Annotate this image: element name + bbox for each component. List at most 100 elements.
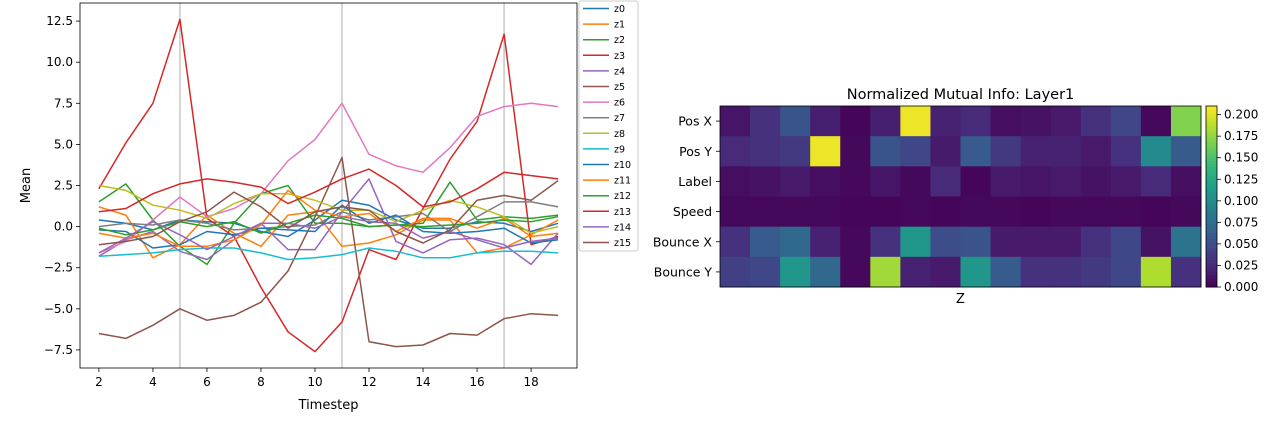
legend-label-z3: z3 bbox=[614, 51, 625, 62]
colorbar-segment bbox=[1206, 229, 1217, 234]
colorbar-segment bbox=[1206, 259, 1217, 264]
series-line-z15 bbox=[98, 179, 559, 246]
colorbar-segment bbox=[1206, 199, 1217, 204]
legend-label-z2: z2 bbox=[614, 35, 625, 46]
row-label: Label bbox=[678, 174, 712, 189]
colorbar-tick-label: 0.200 bbox=[1224, 108, 1258, 122]
y-tick-label: −7.5 bbox=[44, 343, 73, 357]
colorbar-segment bbox=[1206, 124, 1217, 128]
heatmap-cell bbox=[750, 136, 781, 167]
y-axis-label: Mean bbox=[19, 168, 34, 203]
heatmap-cell bbox=[750, 166, 781, 197]
heatmap-cell bbox=[960, 226, 991, 258]
heatmap-cell bbox=[900, 136, 931, 167]
x-axis-label: Timestep bbox=[298, 398, 359, 413]
colorbar-segment bbox=[1206, 106, 1217, 110]
colorbar-segment bbox=[1206, 184, 1217, 188]
x-tick-label: 8 bbox=[257, 375, 265, 389]
heatmap-cell bbox=[1170, 106, 1202, 137]
heatmap-cell bbox=[1110, 256, 1142, 288]
colorbar-segment bbox=[1206, 220, 1217, 225]
heatmap-cell bbox=[870, 196, 901, 228]
colorbar-segment bbox=[1206, 118, 1217, 122]
colorbar-segment bbox=[1206, 145, 1217, 149]
heatmap-cell bbox=[1170, 226, 1202, 258]
series-line-z3 bbox=[98, 18, 559, 353]
heatmap-cell bbox=[1170, 256, 1202, 288]
heatmap-cell bbox=[930, 106, 961, 137]
heatmap-cell bbox=[990, 136, 1022, 167]
heatmap-cell bbox=[900, 256, 931, 288]
colorbar-segment bbox=[1206, 148, 1217, 152]
series-line-z13 bbox=[98, 168, 559, 213]
colorbar-segment bbox=[1206, 193, 1217, 197]
legend-label-z8: z8 bbox=[614, 129, 625, 140]
heatmap-cell bbox=[1050, 166, 1082, 197]
series-line-z1 bbox=[98, 206, 559, 259]
colorbar-segment bbox=[1206, 232, 1217, 237]
colorbar-segment bbox=[1206, 169, 1217, 173]
colorbar-tick-label: 0.125 bbox=[1224, 172, 1258, 186]
colorbar-segment bbox=[1206, 127, 1217, 131]
series-line-z12 bbox=[98, 214, 559, 236]
colorbar-segment bbox=[1206, 241, 1217, 246]
series-line-z4 bbox=[98, 178, 559, 266]
heatmap-cell bbox=[930, 166, 961, 197]
colorbar-segment bbox=[1206, 268, 1217, 273]
heatmap-cell bbox=[1110, 226, 1142, 258]
colorbar-segment bbox=[1206, 196, 1217, 201]
x-tick-label: 4 bbox=[149, 375, 157, 389]
heatmap-cell bbox=[1140, 226, 1172, 258]
series-line-z9 bbox=[98, 247, 559, 261]
legend-box bbox=[578, 0, 639, 252]
heatmap-cell bbox=[1080, 226, 1112, 258]
heatmap-title: Normalized Mutual Info: Layer1 bbox=[847, 87, 1075, 103]
heatmap-cell bbox=[1140, 166, 1172, 197]
colorbar-segment bbox=[1206, 139, 1217, 143]
colorbar-segment bbox=[1206, 280, 1217, 285]
colorbar-segment bbox=[1206, 112, 1217, 116]
heatmap-x-axis-label: Z bbox=[956, 292, 965, 307]
heatmap-cell bbox=[720, 226, 751, 258]
heatmap-cell bbox=[1170, 166, 1202, 197]
x-tick-label: 2 bbox=[95, 375, 103, 389]
heatmap-cell bbox=[840, 196, 871, 228]
colorbar-segment bbox=[1206, 154, 1217, 158]
colorbar-segment bbox=[1206, 130, 1217, 134]
row-label: Bounce X bbox=[653, 234, 713, 249]
heatmap-cell bbox=[1110, 106, 1142, 137]
heatmap-cell bbox=[930, 196, 961, 228]
heatmap-cell bbox=[810, 166, 841, 197]
colorbar-segment bbox=[1206, 214, 1217, 219]
legend-label-z14: z14 bbox=[614, 222, 631, 233]
heatmap-cell bbox=[810, 256, 841, 288]
heatmap-cell bbox=[840, 226, 871, 258]
y-tick-label: 7.5 bbox=[54, 96, 73, 110]
colorbar-segment bbox=[1206, 160, 1217, 164]
legend-label-z12: z12 bbox=[614, 191, 631, 202]
heatmap-cell bbox=[720, 166, 751, 197]
heatmap-cell bbox=[1050, 196, 1082, 228]
colorbar-segment bbox=[1206, 226, 1217, 231]
legend-label-z11: z11 bbox=[614, 176, 631, 187]
line-chart-legend: z0 z1 z2 z3 z4 z5 z6 z7 z8 z9 z10 z11 z12 z13 z14 z15 bbox=[578, 0, 639, 252]
legend-label-z15: z15 bbox=[614, 238, 631, 249]
y-tick-label: 10.0 bbox=[46, 55, 73, 69]
legend-label-z1: z1 bbox=[614, 20, 625, 31]
heatmap-cell bbox=[1110, 196, 1142, 228]
x-tick-label: 6 bbox=[203, 375, 211, 389]
heatmap-cell bbox=[810, 196, 841, 228]
heatmap-colorbar: 0.200 0.175 0.150 0.125 0.100 0.075 0.050 0.025… bbox=[1205, 105, 1258, 294]
heatmap-cell bbox=[1170, 136, 1202, 167]
colorbar-segment bbox=[1206, 271, 1217, 276]
heatmap-cell bbox=[1050, 256, 1082, 288]
colorbar-segment bbox=[1206, 256, 1217, 261]
x-tick-label: 18 bbox=[523, 375, 538, 389]
heatmap-cell bbox=[780, 166, 811, 197]
x-tick-label: 14 bbox=[415, 375, 430, 389]
heatmap-cell bbox=[840, 166, 871, 197]
heatmap-cell bbox=[1020, 166, 1052, 197]
colorbar-segment bbox=[1206, 175, 1217, 179]
heatmap-cell bbox=[960, 196, 991, 228]
